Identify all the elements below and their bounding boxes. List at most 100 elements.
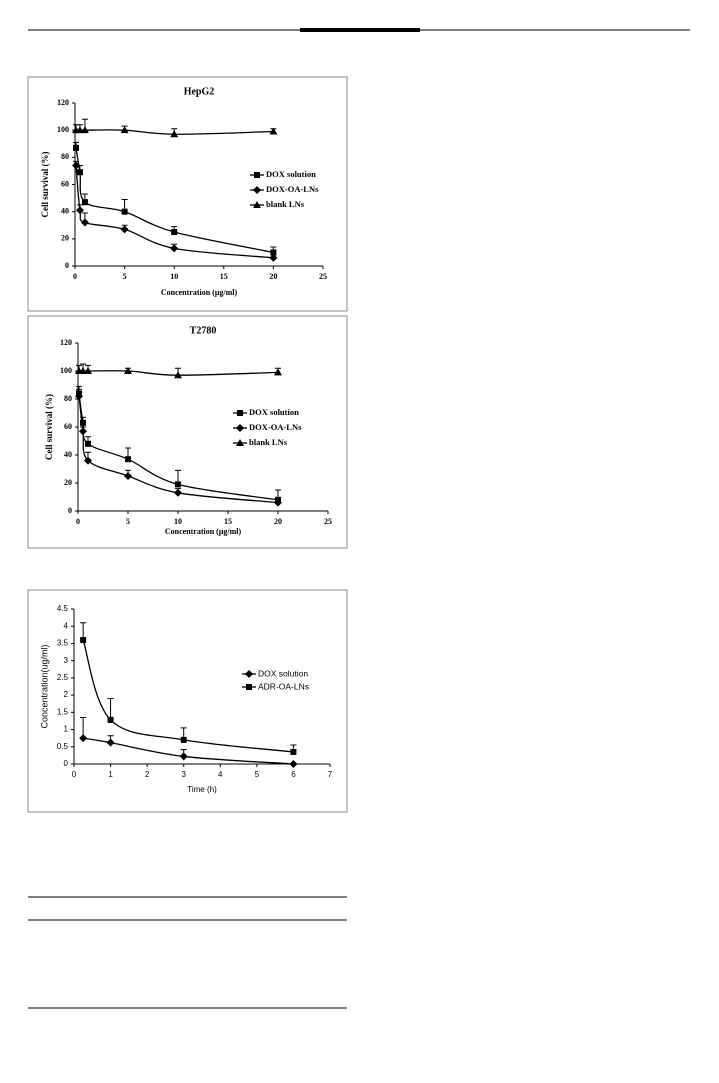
marker [290, 748, 297, 755]
y-tick-label: 40 [61, 206, 69, 215]
y-tick-label: 0.5 [57, 742, 69, 751]
series-line [82, 639, 294, 753]
chart-title: HepG2 [184, 86, 215, 97]
x-tick-label: 25 [324, 517, 332, 526]
marker [80, 126, 89, 134]
marker [170, 244, 179, 253]
chart-frame [27, 76, 348, 312]
marker [79, 427, 87, 436]
legend-label: DOX solution [266, 169, 316, 179]
x-tick-label: 5 [126, 517, 130, 526]
marker [84, 456, 92, 465]
x-tick-label: 5 [123, 272, 127, 281]
x-tick-label: 10 [170, 272, 178, 281]
y-tick-label: 120 [57, 98, 69, 107]
legend-marker [245, 670, 253, 678]
y-axis-label: Cell survival (%) [40, 152, 50, 218]
x-axis-label: Time (h) [187, 785, 217, 794]
marker [170, 130, 179, 138]
y-tick-label: 80 [61, 152, 69, 161]
y-tick-label: 4 [64, 621, 69, 630]
legend-label: blank LNs [249, 437, 288, 447]
y-tick-label: 20 [64, 478, 72, 487]
marker [171, 229, 178, 236]
marker [274, 498, 282, 507]
x-tick-label: 4 [218, 770, 223, 779]
marker [269, 127, 278, 135]
chart: T2780 0 5 10 15 20 25 0 20 40 60 80 100 120 Concentrat… [27, 315, 348, 549]
x-tick-label: 5 [255, 770, 260, 779]
marker [125, 456, 131, 463]
chart-title: T2780 [190, 325, 217, 336]
legend-label: ADR-OA-LNs [258, 681, 309, 691]
marker [174, 488, 182, 497]
marker [79, 734, 88, 743]
x-tick-label: 25 [319, 272, 327, 281]
y-tick-label: 80 [64, 394, 72, 403]
x-tick-label: 15 [224, 517, 232, 526]
chart-frame [27, 315, 348, 549]
x-tick-label: 0 [72, 770, 77, 779]
marker [107, 716, 114, 723]
y-tick-label: 0 [65, 261, 69, 270]
marker [80, 637, 87, 643]
marker [269, 253, 278, 262]
marker [121, 208, 128, 215]
marker [84, 367, 92, 374]
marker [175, 481, 181, 488]
error-bar [107, 698, 114, 720]
header-bar [300, 28, 420, 32]
y-tick-label: 60 [64, 422, 72, 431]
x-tick-label: 0 [76, 517, 80, 526]
marker [72, 144, 79, 151]
y-tick-label: 0 [68, 506, 72, 515]
y-tick-label: 100 [60, 366, 72, 375]
marker [80, 419, 86, 426]
legend-label: DOX solution [258, 668, 308, 678]
x-axis-label: Concentration (μg/ml) [161, 288, 238, 297]
y-axis-label: Concentration(ug/ml) [39, 644, 49, 728]
x-tick-label: 3 [181, 770, 186, 779]
y-tick-label: 1 [64, 725, 69, 734]
series-line [83, 737, 294, 765]
x-tick-label: 0 [73, 272, 77, 281]
y-axis-label: Cell survival (%) [44, 394, 54, 460]
y-tick-label: 2 [64, 690, 69, 699]
y-tick-label: 40 [64, 450, 72, 459]
y-tick-label: 2.5 [57, 673, 69, 682]
marker [75, 206, 84, 215]
series-line [75, 147, 274, 254]
legend-marker [237, 410, 243, 416]
y-tick-label: 1.5 [57, 707, 69, 716]
x-tick-label: 15 [220, 272, 228, 281]
marker [120, 126, 129, 134]
x-tick-label: 7 [328, 770, 333, 779]
marker [174, 371, 182, 379]
x-tick-label: 10 [174, 517, 182, 526]
marker [124, 472, 132, 480]
marker [179, 752, 188, 761]
legend-marker [246, 684, 252, 690]
marker [274, 368, 282, 376]
y-tick-label: 0 [64, 759, 69, 768]
y-tick-label: 120 [60, 338, 72, 347]
marker [71, 161, 80, 170]
marker [85, 440, 91, 447]
chart: HepG2 0 5 10 15 20 25 0 20 40 60 80 100 120 Concentrat… [27, 76, 348, 312]
legend-label: blank LNs [266, 199, 305, 209]
marker [80, 218, 89, 227]
marker [180, 736, 187, 743]
legend-marker [236, 424, 244, 432]
x-tick-label: 2 [145, 770, 150, 779]
marker [106, 738, 115, 747]
x-tick-label: 6 [291, 770, 296, 779]
y-tick-label: 100 [57, 125, 69, 134]
legend-marker [253, 186, 261, 194]
marker [75, 392, 83, 401]
x-tick-label: 20 [269, 272, 277, 281]
legend-marker [236, 439, 244, 446]
marker [289, 760, 298, 768]
legend-label: DOX-OA-LNs [249, 422, 302, 432]
y-tick-label: 3.5 [57, 639, 69, 648]
